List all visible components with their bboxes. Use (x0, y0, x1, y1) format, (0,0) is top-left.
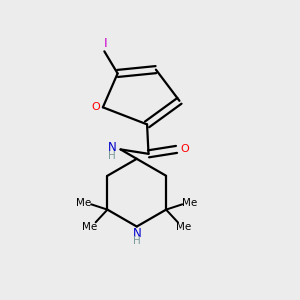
Text: N: N (108, 141, 117, 154)
Text: Me: Me (82, 222, 98, 232)
Text: Me: Me (176, 222, 191, 232)
Text: H: H (108, 151, 116, 161)
Text: Me: Me (76, 198, 92, 208)
Text: I: I (104, 37, 108, 50)
Text: H: H (133, 236, 141, 246)
Text: N: N (132, 226, 141, 239)
Text: O: O (91, 102, 100, 112)
Text: Me: Me (182, 198, 197, 208)
Text: O: O (180, 143, 189, 154)
